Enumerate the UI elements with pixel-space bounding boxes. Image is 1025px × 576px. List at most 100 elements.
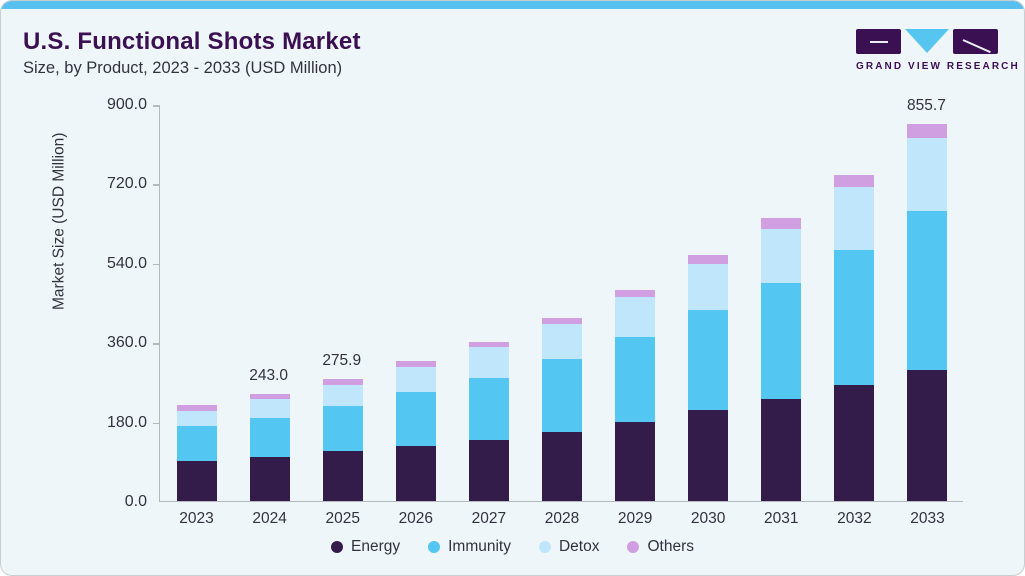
bar-segment-immunity-2032 [834,250,875,386]
stacked-bar-2032 [834,175,875,501]
bar-segment-immunity-2027 [468,377,509,440]
y-tick-mark [153,343,160,345]
bar-segment-detox-2032 [834,186,875,251]
x-tick-label-2023: 2023 [179,510,214,527]
bar-segment-detox-2024 [249,398,290,418]
bar-total-label-2033: 855.7 [907,96,946,114]
bar-segment-others-2028 [542,317,582,324]
bar-segment-immunity-2025 [322,406,363,452]
bar-segment-energy-2028 [542,431,582,501]
bar-segment-detox-2027 [468,346,509,378]
legend-dot-others [627,541,640,553]
legend-label-immunity: Immunity [448,538,511,555]
legend-item-energy: Energy [330,538,401,556]
y-tick-mark [153,263,160,266]
bar-segment-others-2029 [615,289,656,298]
bar-segment-others-2023 [176,405,217,411]
legend-dot-immunity [428,541,441,553]
bar-segment-energy-2026 [395,445,436,501]
legend-item-detox: Detox [538,538,600,556]
y-tick-label: 180.0 [106,413,147,431]
legend-dot-energy [330,541,343,553]
bar-segment-energy-2027 [468,439,509,501]
page-subtitle: Size, by Product, 2023 - 2033 (USD Milli… [23,59,343,77]
bar-segment-immunity-2028 [542,358,582,432]
bar-segment-others-2026 [395,361,436,367]
bar-segment-detox-2028 [542,323,582,359]
bar-segment-immunity-2029 [615,337,656,422]
bar-segment-detox-2025 [322,384,363,407]
stacked-bar-2029 [615,289,656,501]
bar-segment-energy-2025 [322,451,363,501]
y-tick-mark [153,184,160,186]
bar-segment-others-2030 [688,254,729,265]
x-tick-label-2031: 2031 [764,510,799,527]
stacked-bar-2027 [468,341,509,501]
bar-segment-others-2025 [322,379,363,385]
stacked-bar-2031 [761,218,802,501]
legend-item-immunity: Immunity [428,538,511,556]
stacked-bar-2023 [176,405,217,501]
bar-segment-energy-2029 [615,421,656,501]
y-tick-mark [153,105,160,107]
bar-segment-immunity-2026 [395,392,436,446]
legend-label-detox: Detox [558,538,600,555]
bar-segment-immunity-2024 [249,417,290,457]
bar-segment-others-2024 [249,393,290,399]
page-title: U.S. Functional Shots Market [23,28,361,55]
y-tick-mark [153,422,160,425]
x-tick-label-2027: 2027 [471,510,507,527]
bar-segment-detox-2033 [907,137,948,211]
stacked-bar-2025 [322,379,363,501]
logo-text: GRAND VIEW RESEARCH [856,61,1020,72]
top-accent-bar [1,1,1024,9]
bar-segment-detox-2026 [395,366,436,393]
bar-total-label-2025: 275.9 [322,352,362,370]
x-tick-label-2025: 2025 [325,510,360,527]
bar-segment-energy-2033 [907,369,948,501]
y-axis-title: Market Size (USD Million) [50,132,68,310]
logo-shapes [856,29,1001,55]
stacked-bar-2028 [542,317,582,501]
stacked-bar-2024 [249,393,290,501]
bar-segment-others-2032 [834,175,875,187]
bar-segment-detox-2031 [761,228,802,283]
bar-segment-energy-2030 [688,410,729,501]
stacked-bar-2026 [395,361,436,501]
bar-segment-detox-2023 [176,410,217,426]
bar-segment-energy-2023 [176,461,217,501]
grand-view-research-logo: GRAND VIEW RESEARCH [856,29,1020,72]
stacked-bar-2030 [688,254,729,501]
legend-label-others: Others [647,538,694,555]
y-tick-label: 360.0 [106,334,147,352]
bar-total-label-2024: 243.0 [249,366,289,384]
y-tick-label: 900.0 [106,96,147,113]
logo-r-line [962,39,991,54]
chart-plot-area: 2023 2024 2025 2026 2027 2028 2029 2030 2031 2032… [153,105,963,527]
logo-v-triangle-icon [905,29,949,53]
bar-segment-detox-2030 [688,264,729,311]
legend-label-energy: Energy [350,538,401,555]
bar-segment-others-2027 [468,341,509,347]
bar-segment-others-2033 [907,123,948,138]
bar-segment-detox-2029 [615,297,656,338]
x-tick-label-2033: 2033 [910,510,945,527]
bar-segment-immunity-2033 [907,210,948,370]
bar-segment-others-2031 [761,218,802,229]
x-tick-label-2026: 2026 [398,510,434,527]
logo-g-line [870,41,888,43]
bar-segment-immunity-2030 [688,310,729,411]
bar-segment-immunity-2023 [176,425,217,462]
y-tick-label: 0.0 [124,493,147,510]
x-tick-label-2032: 2032 [837,510,872,527]
x-tick-label-2024: 2024 [252,510,287,527]
x-tick-label-2028: 2028 [544,510,580,527]
logo-r-icon [953,29,998,54]
x-tick-label-2030: 2030 [690,510,726,527]
bar-segment-energy-2031 [761,399,802,501]
bar-segment-energy-2024 [249,456,290,501]
legend-item-others: Others [627,538,694,556]
legend-dot-detox [538,541,551,553]
stacked-bar-2033 [907,123,948,501]
